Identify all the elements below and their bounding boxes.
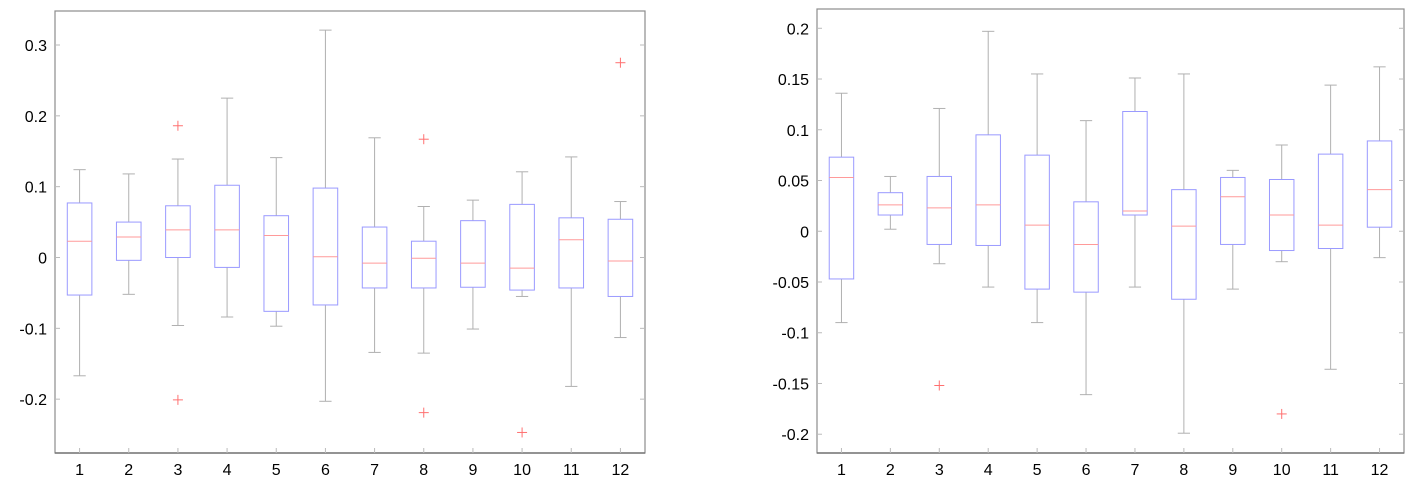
y-tick-label: 0.3 [25,38,47,55]
x-tick-label: 6 [321,462,330,479]
box-6 [1073,120,1099,396]
box-iqr [828,156,855,280]
box-3 [165,120,191,405]
plot-frame [54,10,646,454]
box-1 [828,92,855,324]
box-iqr [460,220,486,288]
x-tick-label: 4 [984,462,993,479]
x-tick-label: 9 [1228,462,1237,479]
box-iqr [214,184,240,268]
x-tick-label: 12 [612,462,630,479]
y-tick-label: -0.15 [773,376,810,393]
box-iqr [115,221,142,261]
box-iqr [926,175,953,245]
box-11 [558,156,585,387]
x-tick-label: 6 [1082,462,1091,479]
box-iqr [877,192,904,216]
box-9 [1220,169,1246,290]
outlier-marker [934,380,945,391]
box-12 [1366,66,1393,259]
box-10 [509,171,535,438]
box-iqr [361,226,388,289]
box-2 [115,173,142,295]
x-tick-label: 5 [272,462,281,479]
x-tick-label: 1 [837,462,846,479]
box-iqr [509,203,535,291]
box-iqr [975,134,1001,246]
x-tick-label: 7 [1131,462,1140,479]
x-tick-label: 11 [563,462,580,479]
box-5 [263,157,290,327]
box-iqr [558,217,585,289]
y-tick-label: 0.05 [778,174,809,191]
box-iqr [263,215,290,312]
outlier-marker [418,407,429,418]
box-iqr [1366,140,1393,228]
boxplot-panel-1: -0.2-0.100.10.20.31 2 3 4 5 6 7 8 9 10 11 12 [19,10,646,479]
x-tick-label: 1 [75,462,84,479]
x-tick-label: 10 [1273,462,1291,479]
box-iqr [1024,154,1050,290]
y-tick-label: 0.15 [778,72,809,89]
box-7 [1122,77,1148,288]
x-tick-label: 2 [124,462,133,479]
box-iqr [1122,111,1148,216]
box-iqr [1073,201,1099,293]
x-tick-label: 3 [173,462,182,479]
x-tick-label: 9 [468,462,477,479]
outlier-marker [172,120,183,131]
x-tick-label: 4 [223,462,232,479]
box-3 [926,107,953,391]
y-tick-label: 0.2 [25,109,47,126]
box-7 [361,137,388,353]
x-tick-label: 7 [370,462,379,479]
box-iqr [66,202,93,296]
box-iqr [312,187,339,306]
y-tick-label: 0.2 [787,21,809,38]
box-iqr [1171,189,1197,300]
box-iqr [607,218,634,297]
box-2 [877,175,904,230]
x-tick-label: 11 [1322,462,1339,479]
box-iqr [1220,176,1246,245]
box-1 [66,169,93,377]
y-tick-label: -0.1 [781,326,809,343]
box-4 [975,30,1001,288]
x-tick-label: 10 [513,462,531,479]
y-tick-label: -0.2 [19,392,47,409]
outlier-marker [172,394,183,405]
y-tick-label: -0.05 [773,275,810,292]
plot-frame [816,8,1405,454]
y-tick-label: -0.1 [19,321,47,338]
box-iqr [410,240,437,289]
box-11 [1317,84,1344,370]
y-tick-label: 0 [800,224,809,241]
outlier-marker [615,57,626,68]
box-6 [312,29,339,402]
y-tick-label: 0 [38,251,47,268]
x-tick-label: 8 [1179,462,1188,479]
y-tick-label: 0.1 [787,123,809,140]
box-iqr [1317,153,1344,250]
x-tick-label: 12 [1371,462,1389,479]
x-tick-label: 8 [419,462,428,479]
outlier-marker [517,427,528,438]
box-12 [607,57,634,339]
box-8 [1171,73,1197,434]
x-tick-label: 3 [935,462,944,479]
x-tick-label: 5 [1033,462,1042,479]
outlier-marker [1276,408,1287,419]
outlier-marker [418,134,429,145]
x-tick-label: 2 [886,462,895,479]
box-5 [1024,73,1050,324]
y-tick-label: 0.1 [25,180,47,197]
box-9 [460,199,486,330]
box-iqr [165,205,191,259]
y-tick-label: -0.2 [781,427,809,444]
box-4 [214,97,240,318]
box-10 [1268,144,1295,419]
box-8 [410,134,437,418]
